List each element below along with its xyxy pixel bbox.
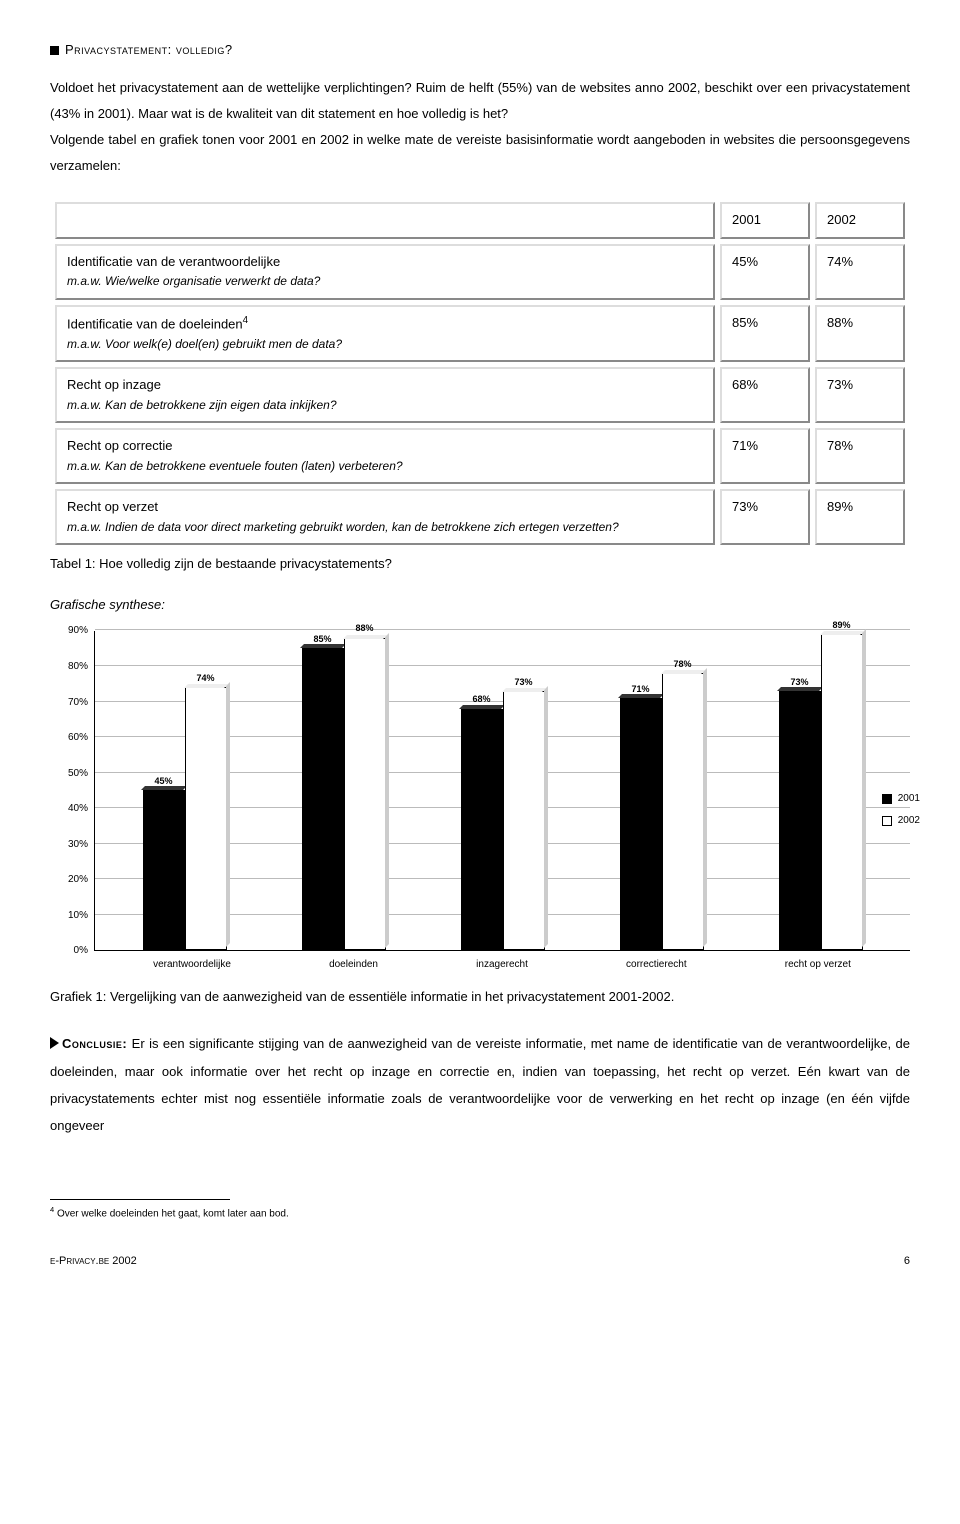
chart-plot-area: 45%74%85%88%68%73%71%78%73%89% <box>94 631 910 951</box>
page-footer: e-Privacy.be 2002 6 <box>50 1253 910 1271</box>
row-value-2001: 85% <box>720 305 810 362</box>
y-tick: 40% <box>68 801 88 817</box>
row-value-2001: 68% <box>720 367 810 423</box>
footnote-marker: 4 <box>50 1205 54 1214</box>
legend-item-2001: 2001 <box>882 791 920 807</box>
y-tick: 60% <box>68 730 88 746</box>
bar <box>302 648 344 950</box>
y-tick: 20% <box>68 872 88 888</box>
y-tick: 0% <box>74 943 88 959</box>
intro-line: Volgende tabel en grafiek tonen voor 200… <box>50 127 910 179</box>
x-tick-label: inzagerecht <box>476 957 528 973</box>
table-row: Recht op inzagem.a.w. Kan de betrokkene … <box>55 367 905 423</box>
row-value-2002: 78% <box>815 428 905 484</box>
bar <box>821 634 863 950</box>
bar-holder: 73% <box>503 675 545 951</box>
y-tick: 70% <box>68 695 88 711</box>
row-value-2001: 45% <box>720 244 810 300</box>
bar-holder: 68% <box>461 692 503 950</box>
bar <box>620 698 662 950</box>
chart-y-axis: 0%10%20%30%40%50%60%70%80%90% <box>50 631 94 951</box>
row-value-2002: 88% <box>815 305 905 362</box>
bar-holder: 89% <box>821 618 863 951</box>
graphic-synthesis-label: Grafische synthese: <box>50 595 910 616</box>
row-value-2002: 89% <box>815 489 905 545</box>
footnote-rule <box>50 1199 230 1200</box>
y-tick: 10% <box>68 908 88 924</box>
x-tick-label: verantwoordelijke <box>153 957 231 973</box>
y-tick: 80% <box>68 659 88 675</box>
footer-page-number: 6 <box>904 1253 910 1271</box>
bar-holder: 78% <box>662 657 704 951</box>
bar-value-label: 88% <box>355 621 373 635</box>
legend-item-2002: 2002 <box>882 813 920 829</box>
table-caption: Tabel 1: Hoe volledig zijn de bestaande … <box>50 554 910 575</box>
triangle-bullet-icon <box>50 1037 59 1049</box>
completeness-table: 2001 2002 Identificatie van de verantwoo… <box>50 197 910 550</box>
intro-paragraph: Voldoet het privacystatement aan de wett… <box>50 75 910 179</box>
bar-group: 45%74% <box>143 671 227 951</box>
row-value-2001: 71% <box>720 428 810 484</box>
bar <box>503 691 545 951</box>
conclusion-paragraph: Conclusie: Er is een significante stijgi… <box>50 1030 910 1139</box>
completeness-chart: 0%10%20%30%40%50%60%70%80%90% 45%74%85%8… <box>50 631 910 973</box>
bar-holder: 88% <box>344 621 386 950</box>
row-description: Recht op inzagem.a.w. Kan de betrokkene … <box>55 367 715 423</box>
footnote-text: Over welke doeleinden het gaat, komt lat… <box>57 1209 289 1220</box>
table-header-2002: 2002 <box>815 202 905 239</box>
legend-label-2001: 2001 <box>898 791 920 807</box>
row-value-2002: 73% <box>815 367 905 423</box>
bar <box>779 691 821 951</box>
section-heading: Privacystatement: volledig? <box>50 40 910 61</box>
table-row: Recht op verzetm.a.w. Indien de data voo… <box>55 489 905 545</box>
row-description: Identificatie van de verantwoordelijkem.… <box>55 244 715 300</box>
row-description: Recht op verzetm.a.w. Indien de data voo… <box>55 489 715 545</box>
heading-text: Privacystatement: volledig? <box>65 40 233 61</box>
bar-holder: 45% <box>143 774 185 950</box>
square-bullet-icon <box>50 46 59 55</box>
bar <box>344 638 386 951</box>
chart-legend: 2001 2002 <box>882 791 920 835</box>
x-tick-label: doeleinden <box>329 957 378 973</box>
x-tick-label: recht op verzet <box>785 957 851 973</box>
row-value-2002: 74% <box>815 244 905 300</box>
table-row: Identificatie van de verantwoordelijkem.… <box>55 244 905 300</box>
bar <box>662 673 704 950</box>
conclusion-label: Conclusie: <box>62 1036 127 1051</box>
bar <box>143 790 185 950</box>
chart-x-axis: verantwoordelijke doeleinden inzagerecht co… <box>94 951 910 973</box>
bar-value-label: 89% <box>832 618 850 632</box>
table-header-2001: 2001 <box>720 202 810 239</box>
row-description: Recht op correctiem.a.w. Kan de betrokke… <box>55 428 715 484</box>
conclusion-text: Er is een significante stijging van de a… <box>50 1036 910 1133</box>
y-tick: 90% <box>68 623 88 639</box>
bar-value-label: 78% <box>673 657 691 671</box>
y-tick: 30% <box>68 837 88 853</box>
legend-label-2002: 2002 <box>898 813 920 829</box>
footnote: 4 Over welke doeleinden het gaat, komt l… <box>50 1204 910 1222</box>
bar-holder: 73% <box>779 675 821 951</box>
legend-swatch-2002 <box>882 816 892 826</box>
bar-value-label: 73% <box>514 675 532 689</box>
bar-group: 85% 88% <box>302 621 386 950</box>
row-description: Identificatie van de doeleinden4m.a.w. V… <box>55 305 715 362</box>
bar <box>185 687 227 950</box>
bar-group: 73% 89% <box>779 618 863 951</box>
legend-swatch-2001 <box>882 794 892 804</box>
intro-line: Voldoet het privacystatement aan de wett… <box>50 75 910 127</box>
y-tick: 50% <box>68 766 88 782</box>
table-row: Identificatie van de doeleinden4m.a.w. V… <box>55 305 905 362</box>
bar-holder: 74% <box>185 671 227 951</box>
x-tick-label: correctierecht <box>626 957 687 973</box>
table-row: Recht op correctiem.a.w. Kan de betrokke… <box>55 428 905 484</box>
bar <box>461 709 503 951</box>
table-header-blank <box>55 202 715 239</box>
bar-group: 71% 78% <box>620 657 704 951</box>
bar-holder: 71% <box>620 682 662 951</box>
bar-group: 68% 73% <box>461 675 545 951</box>
bar-holder: 85% <box>302 632 344 951</box>
footer-site: e-Privacy.be 2002 <box>50 1253 137 1271</box>
row-value-2001: 73% <box>720 489 810 545</box>
chart-caption: Grafiek 1: Vergelijking van de aanwezigh… <box>50 987 910 1008</box>
